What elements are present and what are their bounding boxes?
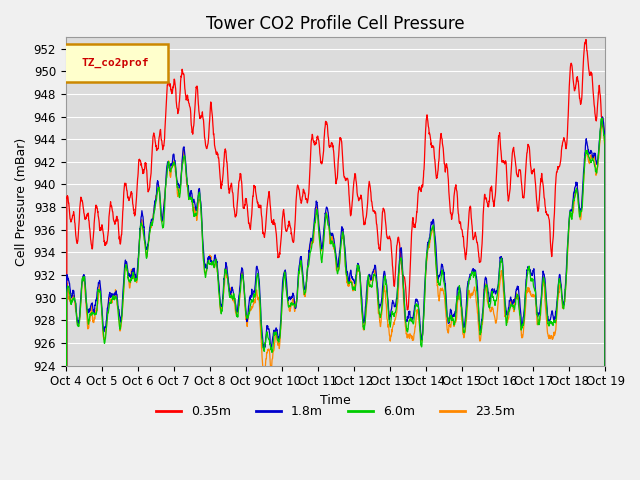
- X-axis label: Time: Time: [320, 394, 351, 407]
- Title: Tower CO2 Profile Cell Pressure: Tower CO2 Profile Cell Pressure: [206, 15, 465, 33]
- FancyBboxPatch shape: [63, 44, 168, 82]
- Y-axis label: Cell Pressure (mBar): Cell Pressure (mBar): [15, 137, 28, 265]
- Text: TZ_co2prof: TZ_co2prof: [82, 58, 149, 68]
- Legend: 0.35m, 1.8m, 6.0m, 23.5m: 0.35m, 1.8m, 6.0m, 23.5m: [151, 400, 520, 423]
